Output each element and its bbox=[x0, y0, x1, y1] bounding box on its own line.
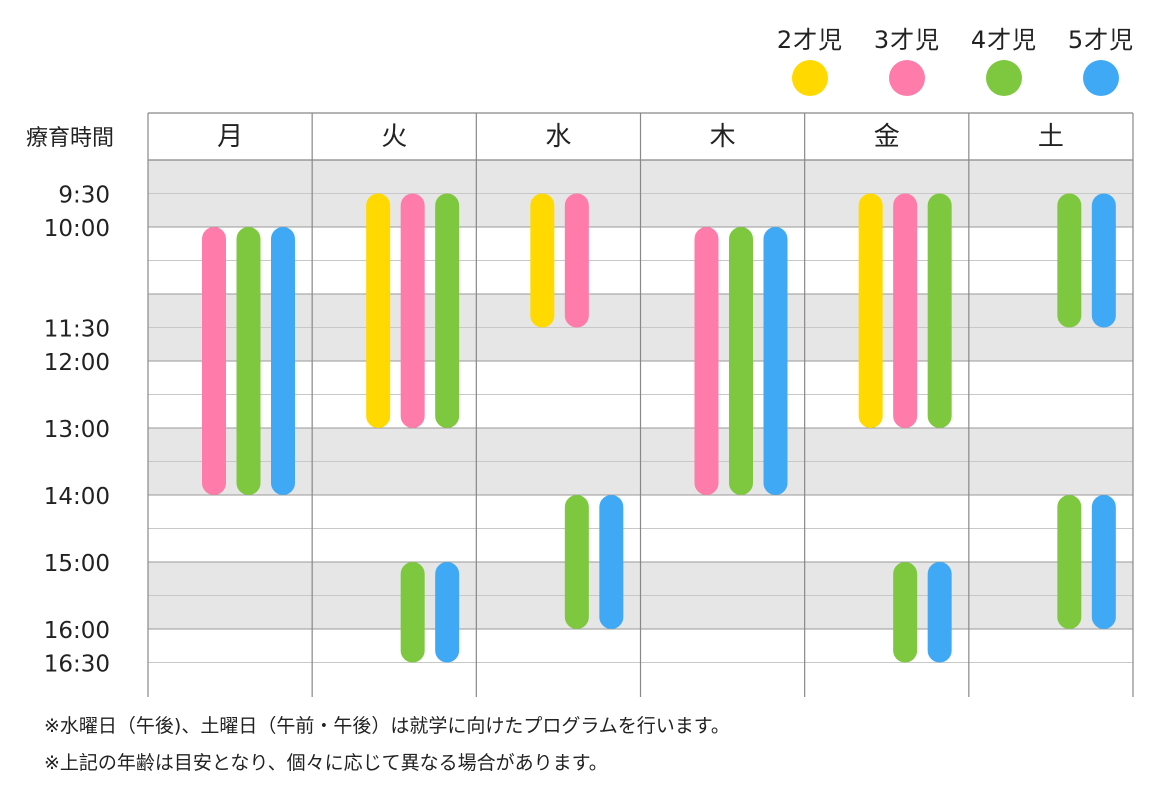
session-bar bbox=[236, 227, 261, 495]
time-label: 10:00 bbox=[44, 216, 110, 242]
day-header: 火 bbox=[381, 122, 407, 152]
session-bar bbox=[564, 495, 589, 629]
time-label: 15:00 bbox=[44, 551, 110, 577]
time-label: 16:00 bbox=[44, 618, 110, 644]
time-label: 12:00 bbox=[44, 350, 110, 376]
footnote-program: ※水曜日（午後)、土曜日（午前・午後）は就学に向けたプログラムを行います。 bbox=[44, 715, 730, 737]
legend-label-3yo: 3才児 bbox=[873, 26, 941, 54]
session-bar bbox=[599, 495, 624, 629]
session-bar bbox=[366, 193, 391, 428]
session-bar bbox=[435, 193, 460, 428]
session-bar bbox=[1057, 495, 1082, 629]
day-header: 金 bbox=[874, 122, 900, 152]
session-bar bbox=[400, 562, 425, 663]
session-bar bbox=[435, 562, 460, 663]
session-bar bbox=[893, 562, 918, 663]
session-bar bbox=[858, 193, 883, 428]
footnotes: ※水曜日（午後)、土曜日（午前・午後）は就学に向けたプログラムを行います。 ※上… bbox=[44, 708, 730, 782]
session-bar bbox=[927, 193, 952, 428]
day-header: 水 bbox=[545, 122, 571, 152]
day-header: 木 bbox=[710, 122, 736, 152]
time-label: 14:00 bbox=[44, 484, 110, 510]
session-bar bbox=[564, 193, 589, 328]
legend-dot-5yo bbox=[1083, 60, 1119, 96]
day-header: 土 bbox=[1038, 122, 1064, 152]
time-label: 13:00 bbox=[44, 417, 110, 443]
session-bar bbox=[271, 227, 295, 495]
legend-dot-2yo bbox=[792, 60, 828, 96]
time-label: 9:30 bbox=[58, 183, 110, 209]
session-bar bbox=[1091, 193, 1116, 328]
session-bar bbox=[1057, 193, 1082, 328]
day-header: 月 bbox=[217, 122, 243, 152]
session-bar bbox=[763, 227, 788, 495]
time-label: 16:30 bbox=[44, 652, 110, 678]
legend-dot-4yo bbox=[986, 60, 1022, 96]
corner-label: 療育時間 bbox=[26, 126, 114, 151]
legend-label-4yo: 4才児 bbox=[970, 26, 1038, 54]
session-bar bbox=[400, 193, 425, 428]
session-bar bbox=[530, 193, 555, 328]
legend-dot-3yo bbox=[889, 60, 925, 96]
session-bar bbox=[1091, 495, 1116, 629]
legend-label-5yo: 5才児 bbox=[1067, 26, 1135, 54]
time-label: 11:30 bbox=[44, 317, 110, 343]
legend-label-2yo: 2才児 bbox=[776, 26, 844, 54]
session-bar bbox=[729, 227, 753, 495]
footnote-age: ※上記の年齢は目安となり、個々に応じて異なる場合があります。 bbox=[44, 752, 608, 774]
session-bar bbox=[202, 227, 226, 495]
session-bar bbox=[694, 227, 719, 495]
session-bar bbox=[893, 193, 918, 428]
session-bar bbox=[927, 562, 952, 663]
